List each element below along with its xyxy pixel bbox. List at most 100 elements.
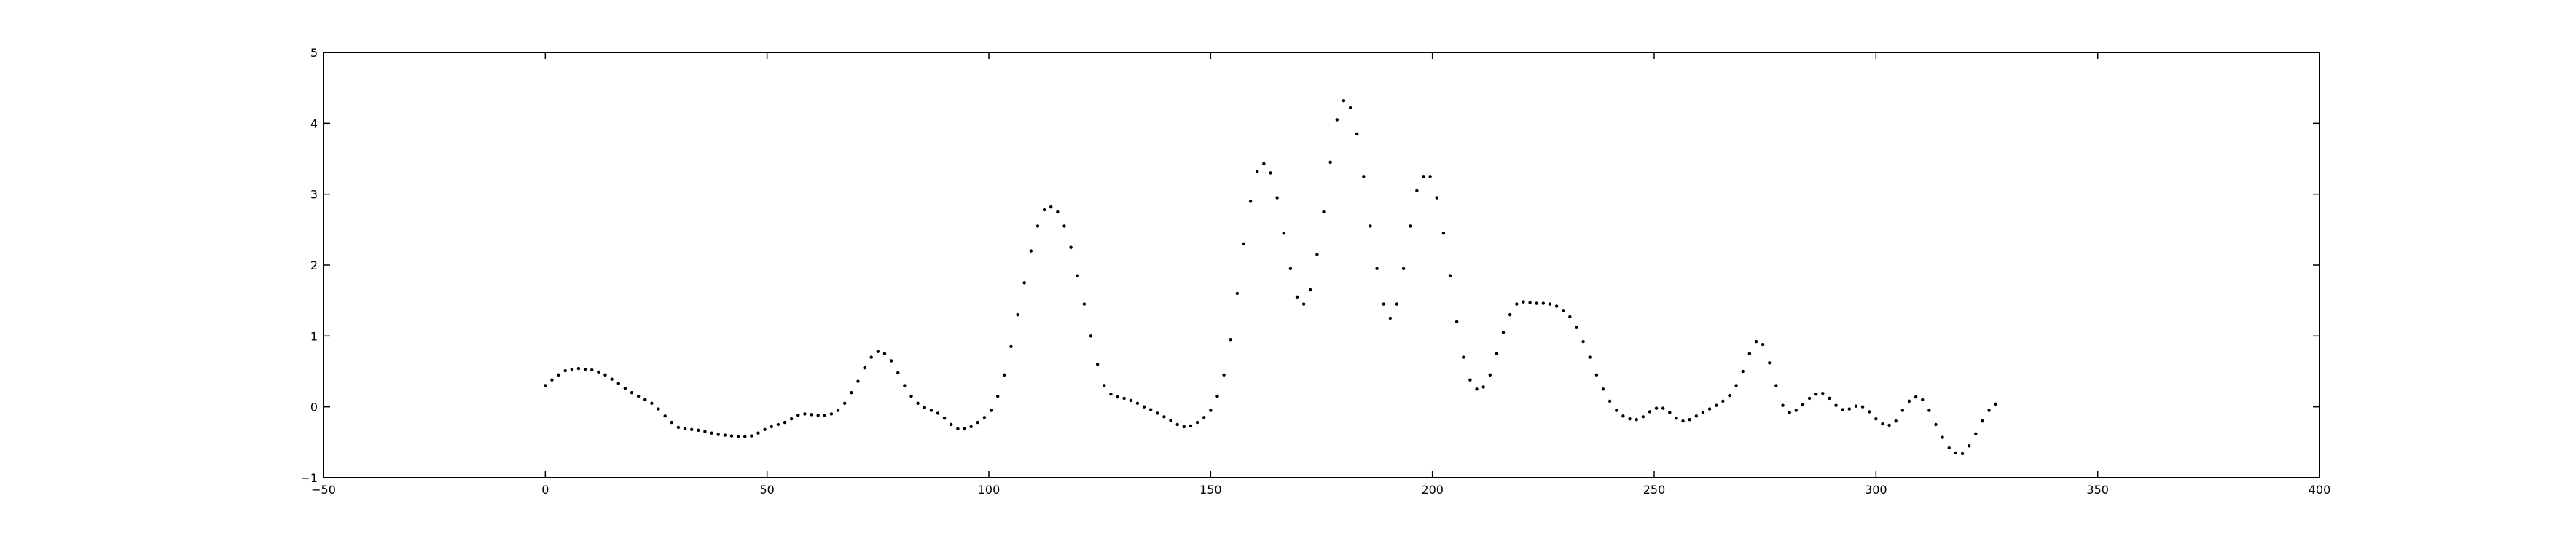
data-point — [789, 417, 794, 421]
data-point — [710, 431, 713, 435]
data-point — [1987, 409, 1991, 412]
data-point — [850, 391, 853, 395]
data-point — [1422, 175, 1425, 178]
data-point — [856, 379, 860, 383]
data-point — [1854, 404, 1858, 408]
data-point — [1036, 224, 1040, 228]
data-point — [1309, 288, 1312, 292]
data-point — [1056, 210, 1060, 214]
data-point — [776, 422, 780, 427]
data-point — [1900, 409, 1905, 412]
data-point — [1481, 385, 1485, 389]
data-point — [1548, 302, 1552, 306]
x-tick-label: 200 — [1421, 483, 1444, 497]
y-tick-label: 1 — [310, 329, 318, 343]
data-point — [1195, 420, 1199, 425]
data-point — [1009, 344, 1013, 349]
data-point — [1834, 403, 1838, 407]
data-point — [1967, 444, 1971, 448]
data-point — [576, 366, 581, 371]
data-point — [1215, 394, 1219, 398]
data-point — [1874, 417, 1878, 421]
data-point — [1162, 415, 1166, 419]
data-point — [923, 406, 926, 409]
data-point — [1315, 253, 1319, 256]
data-point — [995, 394, 1000, 398]
data-point — [810, 413, 813, 417]
y-tick-label: 2 — [310, 259, 318, 272]
data-point — [1960, 452, 1965, 456]
data-point — [823, 414, 826, 417]
data-point — [643, 398, 647, 402]
data-point — [1887, 423, 1891, 427]
plot-area — [323, 52, 2320, 478]
data-point — [1715, 403, 1718, 407]
data-point — [1269, 171, 1272, 175]
data-point — [1468, 378, 1472, 382]
data-point — [1182, 425, 1186, 429]
data-point — [1768, 361, 1772, 365]
data-point — [936, 411, 940, 415]
data-point — [1003, 373, 1006, 377]
data-point — [1103, 384, 1106, 387]
data-point — [1288, 267, 1293, 271]
data-point — [1841, 408, 1844, 411]
data-point — [557, 373, 560, 377]
data-point — [1062, 224, 1066, 228]
data-point — [1807, 396, 1812, 401]
data-point — [909, 394, 913, 398]
data-point — [942, 417, 947, 420]
data-point — [1615, 409, 1618, 412]
data-point — [1688, 417, 1691, 422]
data-point — [1721, 399, 1725, 403]
data-point — [783, 420, 787, 425]
data-point — [950, 422, 953, 427]
data-point — [716, 433, 720, 436]
data-point — [1934, 422, 1938, 427]
data-point — [1109, 392, 1113, 396]
data-point — [1016, 312, 1019, 317]
data-point — [1328, 160, 1332, 165]
data-point — [1095, 363, 1100, 366]
data-point — [1189, 424, 1193, 428]
data-point — [1941, 436, 1944, 439]
data-point — [1122, 396, 1126, 401]
x-tick-label: 350 — [2086, 483, 2109, 497]
data-point — [1441, 232, 1446, 235]
data-point — [763, 427, 767, 432]
data-point — [1495, 352, 1499, 355]
data-point — [982, 416, 987, 419]
data-point — [697, 428, 700, 432]
data-point — [1921, 398, 1925, 402]
data-point — [1881, 422, 1884, 426]
data-point — [1455, 320, 1459, 324]
data-point — [1301, 302, 1306, 306]
y-tick-label: 5 — [310, 46, 318, 60]
data-point — [1375, 267, 1379, 271]
data-point — [1248, 200, 1253, 203]
data-point — [1781, 403, 1785, 407]
data-point — [1322, 210, 1326, 214]
data-point — [1256, 170, 1259, 173]
data-point — [1049, 205, 1053, 209]
x-tick-label: 0 — [541, 483, 549, 497]
data-point — [1382, 302, 1385, 306]
data-point — [1562, 309, 1565, 312]
data-point — [1641, 415, 1645, 419]
y-tick-label: −1 — [300, 471, 318, 485]
x-tick-label: 400 — [2309, 483, 2331, 497]
data-point — [623, 387, 627, 390]
x-tick-label: 250 — [1643, 483, 1666, 497]
data-point — [1648, 410, 1652, 414]
data-point — [657, 407, 660, 411]
data-point — [1635, 417, 1638, 422]
data-point — [1415, 189, 1419, 192]
data-point — [736, 435, 740, 438]
data-point — [903, 384, 907, 387]
data-point — [1348, 106, 1352, 110]
data-point — [1794, 409, 1798, 412]
data-point — [670, 420, 674, 425]
data-point — [1681, 419, 1685, 423]
data-point — [1029, 249, 1033, 253]
